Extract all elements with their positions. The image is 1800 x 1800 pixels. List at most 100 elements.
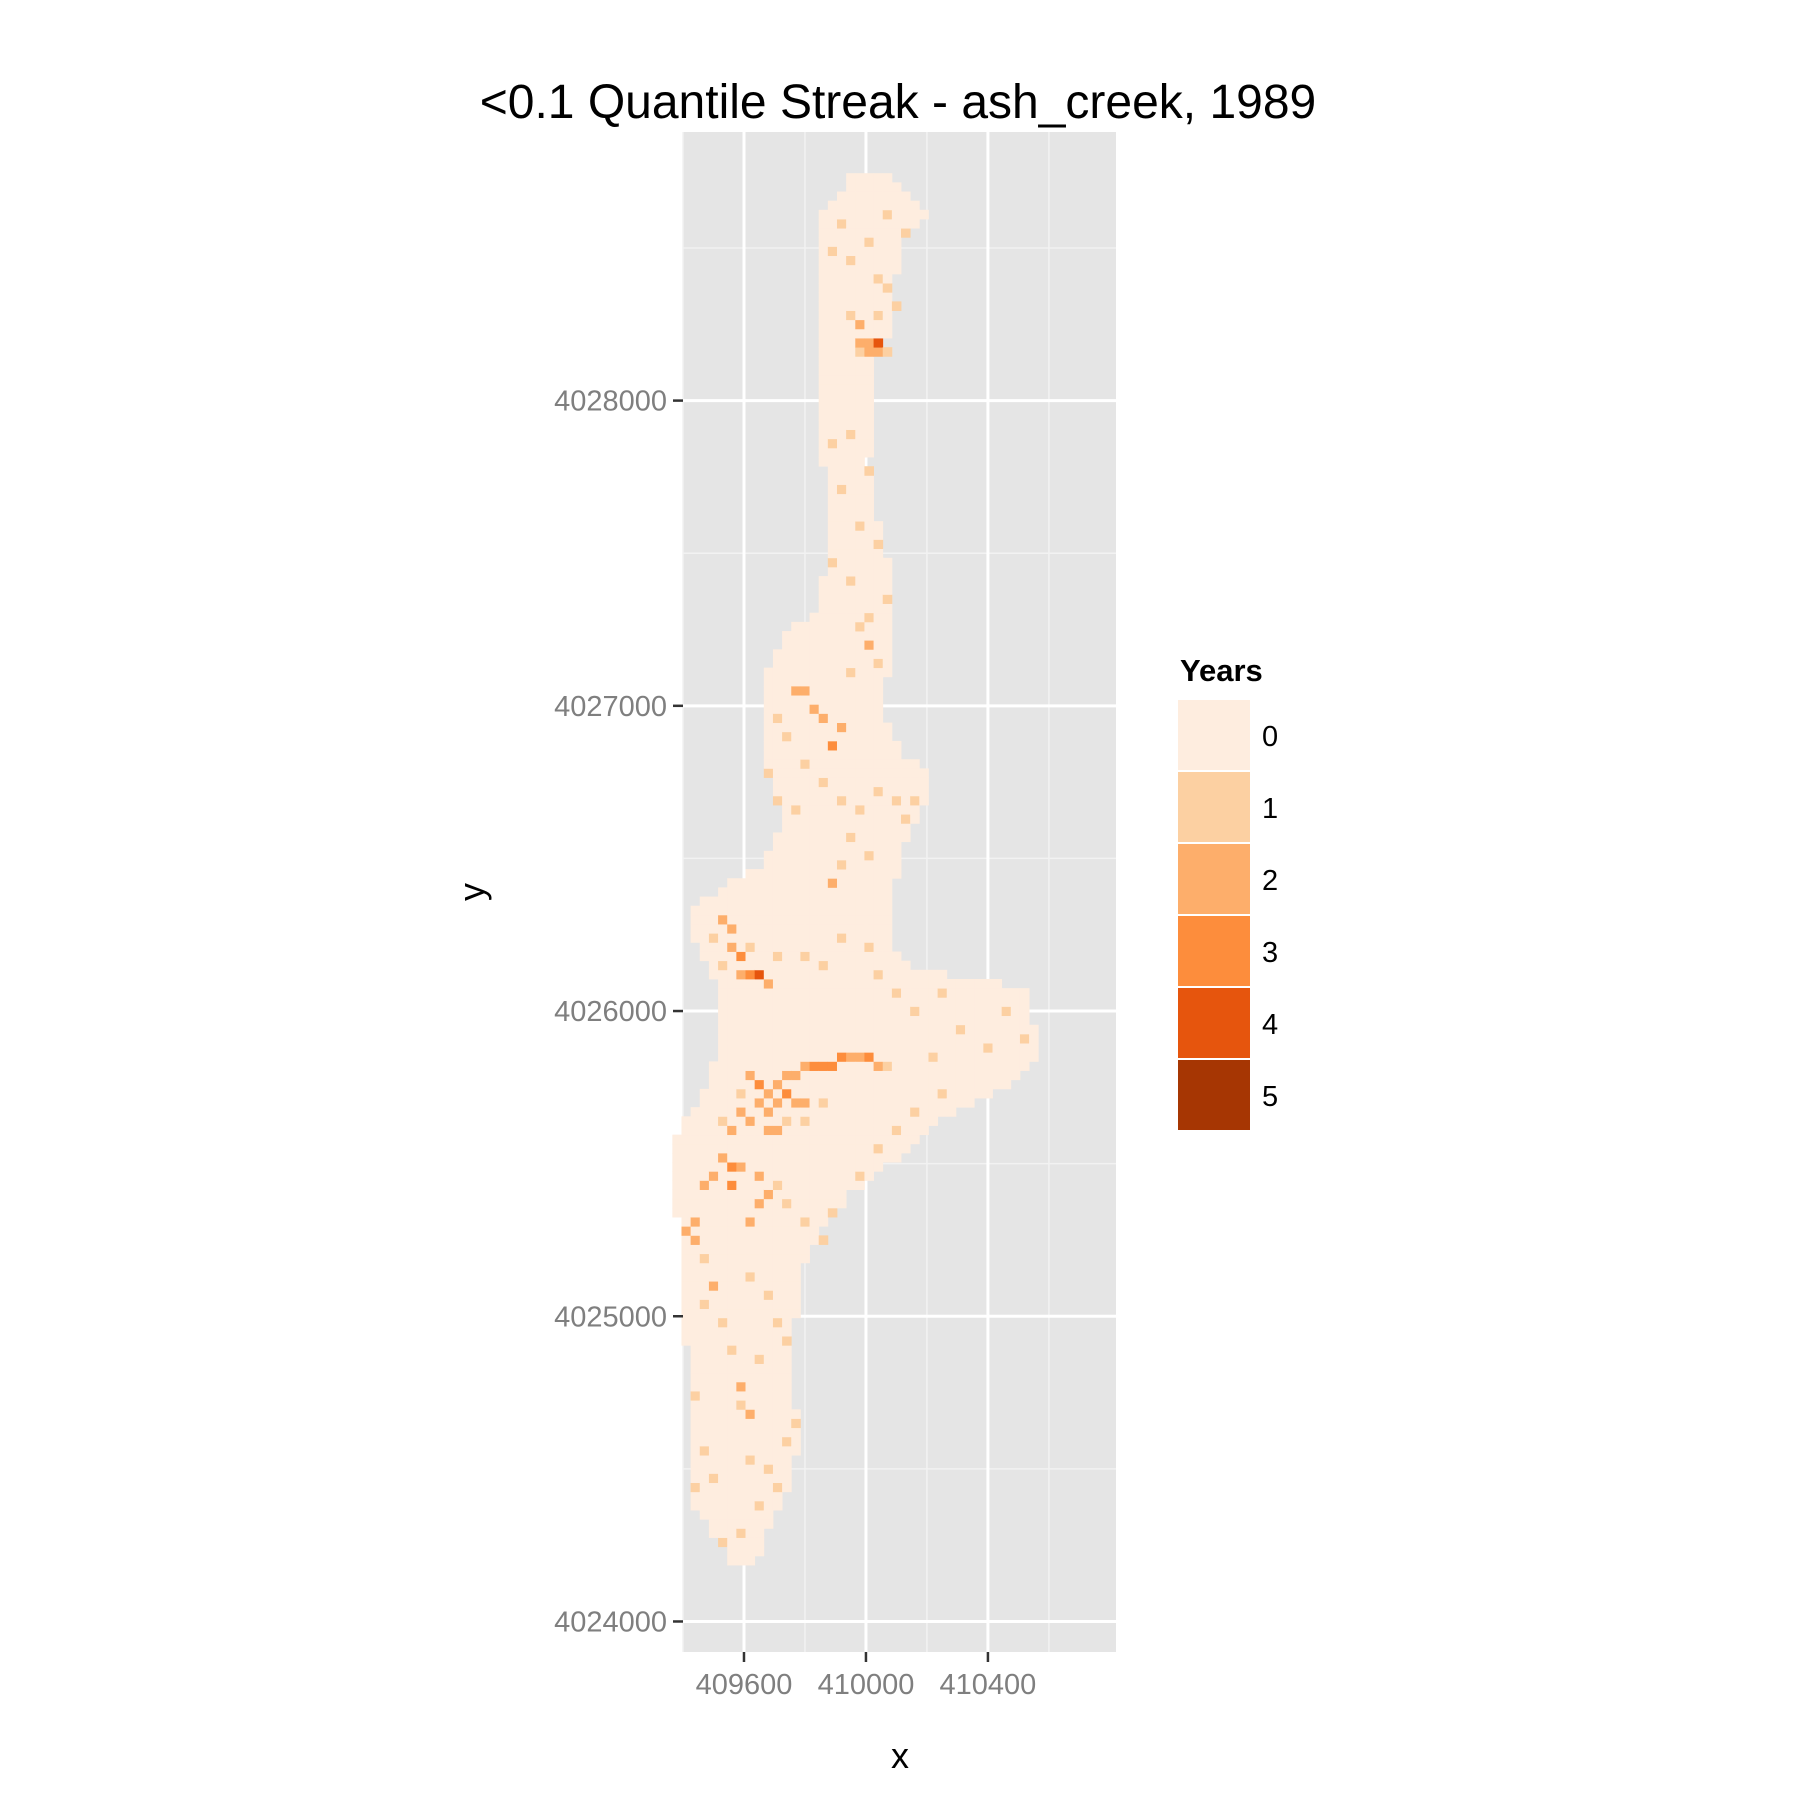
- raster-cell: [891, 1070, 902, 1081]
- raster-cell: [754, 1015, 765, 1026]
- raster-cell: [946, 1006, 957, 1017]
- raster-cell: [827, 200, 838, 211]
- raster-cell: [690, 1134, 701, 1145]
- raster-cell: [791, 1427, 801, 1438]
- raster-cell: [754, 1455, 765, 1465]
- raster-cell: [937, 1006, 948, 1017]
- raster-cell: [736, 1262, 746, 1273]
- raster-cell: [782, 750, 792, 760]
- raster-cell: [882, 173, 893, 183]
- raster-cell: [891, 869, 902, 879]
- raster-cell: [827, 1052, 838, 1062]
- raster-cell: [699, 1116, 710, 1126]
- raster-cell: [1010, 997, 1021, 1007]
- raster-cell: [763, 878, 774, 888]
- raster-cell-streak: [763, 1464, 774, 1474]
- raster-cell: [946, 1107, 957, 1117]
- raster-cell: [727, 1171, 737, 1181]
- raster-cell: [818, 1207, 829, 1218]
- raster-cell: [763, 1381, 774, 1392]
- raster-cell: [791, 1116, 801, 1126]
- raster-cell: [873, 1107, 884, 1117]
- raster-cell: [818, 457, 829, 467]
- raster-cell: [736, 997, 746, 1007]
- raster-cell: [827, 823, 838, 833]
- raster-cell: [754, 1326, 765, 1337]
- raster-cell: [782, 1326, 792, 1337]
- raster-cell: [864, 484, 874, 495]
- raster-cell: [763, 1272, 774, 1282]
- raster-cell: [782, 1207, 792, 1218]
- raster-cell: [846, 1079, 856, 1090]
- raster-cell: [910, 768, 920, 778]
- raster-cell: [699, 1409, 710, 1419]
- raster-cell: [836, 759, 847, 769]
- raster-cell: [763, 1162, 774, 1172]
- raster-cell: [864, 475, 874, 485]
- raster-cell: [718, 1308, 728, 1319]
- raster-cell: [727, 1482, 737, 1493]
- raster-cell: [827, 841, 838, 852]
- raster-cell: [846, 1152, 856, 1163]
- raster-cell: [846, 539, 856, 550]
- raster-cell: [818, 319, 829, 330]
- raster-cell: [736, 1079, 746, 1090]
- raster-cell: [727, 1555, 737, 1566]
- raster-cell: [864, 887, 874, 897]
- raster-cell: [827, 750, 838, 760]
- raster-cell: [708, 1381, 719, 1392]
- raster-cell: [736, 1546, 746, 1557]
- raster-cell: [727, 1418, 737, 1429]
- raster-cell: [855, 722, 865, 733]
- raster-cell: [809, 988, 820, 998]
- raster-cell: [708, 1272, 719, 1282]
- raster-cell: [681, 1244, 692, 1255]
- raster-cell: [891, 200, 902, 211]
- raster-cell: [846, 521, 856, 531]
- raster-cell: [718, 1162, 728, 1172]
- raster-cell: [1001, 1070, 1012, 1081]
- raster-cell: [882, 1033, 893, 1044]
- x-tick-label: 410400: [940, 1669, 1037, 1701]
- raster-cell: [763, 1281, 774, 1291]
- raster-cell: [855, 640, 865, 650]
- raster-cell: [763, 1409, 774, 1419]
- raster-cell: [800, 1162, 810, 1172]
- raster-cell: [782, 1162, 792, 1172]
- raster-cell: [718, 1281, 728, 1291]
- raster-cell: [855, 585, 865, 595]
- y-tick-label: 4025000: [554, 1301, 667, 1333]
- raster-cell: [745, 869, 756, 879]
- legend-key-5: [1178, 1060, 1250, 1130]
- raster-cell: [772, 1464, 783, 1474]
- raster-cell: [690, 1107, 701, 1117]
- raster-cell: [791, 1079, 801, 1090]
- raster-cell: [873, 649, 884, 659]
- raster-cell: [846, 338, 856, 348]
- raster-cell: [864, 402, 874, 412]
- raster-cell: [718, 1125, 728, 1136]
- raster-cell: [919, 1079, 929, 1090]
- raster-cell: [836, 246, 847, 257]
- raster-cell-streak: [718, 1152, 728, 1163]
- raster-cell: [855, 649, 865, 659]
- raster-cell: [727, 1098, 737, 1108]
- raster-cell: [836, 1143, 847, 1154]
- raster-cell: [827, 997, 838, 1007]
- raster-cell: [891, 841, 902, 852]
- raster-cell: [699, 1125, 710, 1136]
- raster-cell: [736, 1500, 746, 1511]
- raster-cell: [718, 1482, 728, 1493]
- raster-cell: [727, 933, 737, 943]
- raster-cell: [855, 402, 865, 412]
- raster-cell: [827, 1162, 838, 1172]
- raster-cell: [727, 1272, 737, 1282]
- raster-cell: [855, 777, 865, 788]
- raster-cell: [974, 1033, 984, 1044]
- raster-cell: [846, 447, 856, 458]
- raster-cell: [901, 1052, 911, 1062]
- raster-cell: [827, 631, 838, 641]
- raster-cell: [855, 658, 865, 669]
- raster-cell: [919, 1070, 929, 1081]
- raster-cell: [873, 1033, 884, 1044]
